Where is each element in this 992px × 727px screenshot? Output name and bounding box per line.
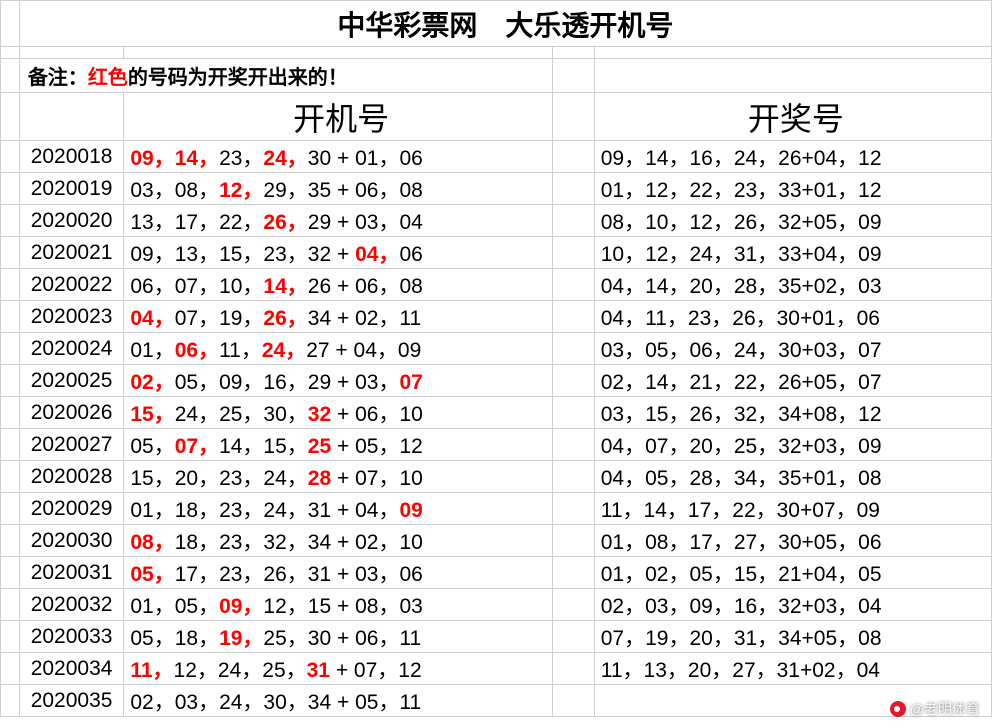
table-row: 202001903，08，12，29，35 + 06，08 01，12，22，23… [1,173,992,205]
table-row: 202002206，07，10，14，26 + 06，08 04，14，20，28… [1,269,992,301]
machine-numbers: 05，07，14，15，25 + 05，12 [124,429,553,461]
machine-numbers: 09，13，15，23，32 + 04，06 [124,237,553,269]
watermark-text: @老明体育 [910,699,980,719]
draw-numbers: 04，05，28，34，35+01，08 [594,461,991,493]
row-id: 2020025 [19,365,124,397]
draw-numbers: 07，19，20，31，34+05，08 [594,621,991,653]
table-row: 202003411，12，24，25，31 + 07，12 11，13，20，27… [1,653,992,685]
table-row: 202002901，18，23，24，31 + 04，09 11，14，17，22… [1,493,992,525]
weibo-icon [890,701,906,717]
machine-numbers: 01，18，23，24，31 + 04，09 [124,493,553,525]
table-row: 202002705，07，14，15，25 + 05，12 04，07，20，25… [1,429,992,461]
machine-numbers: 05，17，23，26，31 + 03，06 [124,557,553,589]
draw-numbers: 11，14，17，22，30+07，09 [594,493,991,525]
machine-numbers: 08，18，23，32，34 + 02，10 [124,525,553,557]
row-id: 2020029 [19,493,124,525]
row-id: 2020018 [19,141,124,173]
machine-numbers: 15，20，23，24，28 + 07，10 [124,461,553,493]
table-row: 202003201，05，09，12，15 + 08，03 02，03，09，16… [1,589,992,621]
machine-numbers: 11，12，24，25，31 + 07，12 [124,653,553,685]
row-id: 2020021 [19,237,124,269]
machine-numbers: 02，03，24，30，34 + 05，11 [124,685,553,717]
machine-numbers: 06，07，10，14，26 + 06，08 [124,269,553,301]
table-row: 202002502，05，09，16，29 + 03，07 02，14，21，22… [1,365,992,397]
machine-numbers: 05，18，19，25，30 + 06，11 [124,621,553,653]
note-row: 备注：红色的号码为开奖开出来的！ [1,59,992,93]
row-id: 2020019 [19,173,124,205]
draw-numbers: 02，03，09，16，32+03，04 [594,589,991,621]
note-red: 红色 [88,67,128,89]
row-id: 2020026 [19,397,124,429]
row-id: 2020027 [19,429,124,461]
title-row: 中华彩票网 大乐透开机号 [1,1,992,47]
draw-numbers: 09，14，16，24，26+04，12 [594,141,991,173]
row-id: 2020028 [19,461,124,493]
lottery-table: 中华彩票网 大乐透开机号 备注：红色的号码为开奖开出来的！ 开机号 开奖号 20… [0,0,992,717]
table-row: 202002815，20，23，24，28 + 07，10 04，05，28，34… [1,461,992,493]
machine-numbers: 01，05，09，12，15 + 08，03 [124,589,553,621]
draw-numbers: 11，13，20，27，31+02，04 [594,653,991,685]
header-row: 开机号 开奖号 [1,93,992,141]
table-row: 202002013，17，22，26，29 + 03，04 08，10，12，26… [1,205,992,237]
note-prefix: 备注： [28,67,88,89]
draw-numbers: 02，14，21，22，26+05，07 [594,365,991,397]
table-row: 202003502，03，24，30，34 + 05，11 [1,685,992,717]
row-id: 2020020 [19,205,124,237]
row-id: 2020022 [19,269,124,301]
row-id: 2020034 [19,653,124,685]
row-id: 2020030 [19,525,124,557]
table-row: 202002304，07，19，26，34 + 02，11 04，11，23，26… [1,301,992,333]
draw-numbers: 04，07，20，25，32+03，09 [594,429,991,461]
table-row: 202001809，14，23，24，30 + 01，06 09，14，16，24… [1,141,992,173]
machine-numbers: 13，17，22，26，29 + 03，04 [124,205,553,237]
machine-numbers: 03，08，12，29，35 + 06，08 [124,173,553,205]
row-id: 2020033 [19,621,124,653]
machine-numbers: 01，06，11，24，27 + 04，09 [124,333,553,365]
table-row: 202002615，24，25，30，32 + 06，10 03，15，26，32… [1,397,992,429]
header-machine: 开机号 [124,93,553,141]
header-draw: 开奖号 [594,93,991,141]
machine-numbers: 15，24，25，30，32 + 06，10 [124,397,553,429]
machine-numbers: 09，14，23，24，30 + 01，06 [124,141,553,173]
watermark: @老明体育 [890,699,980,719]
draw-numbers: 08，10，12，26，32+05，09 [594,205,991,237]
draw-numbers: 03，15，26，32，34+08，12 [594,397,991,429]
draw-numbers: 01，12，22，23，33+01，12 [594,173,991,205]
row-id: 2020031 [19,557,124,589]
note-suffix: 的号码为开奖开出来的！ [128,67,348,89]
machine-numbers: 04，07，19，26，34 + 02，11 [124,301,553,333]
table-row: 202003305，18，19，25，30 + 06，11 07，19，20，31… [1,621,992,653]
page-title: 中华彩票网 大乐透开机号 [19,1,991,47]
draw-numbers: 04，14，20，28，35+02，03 [594,269,991,301]
spacer-row [1,47,992,59]
row-id: 2020032 [19,589,124,621]
row-id: 2020024 [19,333,124,365]
draw-numbers: 10，12，24，31，33+04，09 [594,237,991,269]
draw-numbers: 01，08，17，27，30+05，06 [594,525,991,557]
table-row: 202002109，13，15，23，32 + 04，06 10，12，24，31… [1,237,992,269]
draw-numbers: 03，05，06，24，30+03，07 [594,333,991,365]
table-row: 202002401，06，11，24，27 + 04，09 03，05，06，24… [1,333,992,365]
draw-numbers: 04，11，23，26，30+01，06 [594,301,991,333]
draw-numbers: 01，02，05，15，21+04，05 [594,557,991,589]
machine-numbers: 02，05，09，16，29 + 03，07 [124,365,553,397]
row-id: 2020035 [19,685,124,717]
note-text: 备注：红色的号码为开奖开出来的！ [19,59,552,93]
row-id: 2020023 [19,301,124,333]
table-row: 202003008，18，23，32，34 + 02，10 01，08，17，27… [1,525,992,557]
table-row: 202003105，17，23，26，31 + 03，06 01，02，05，15… [1,557,992,589]
